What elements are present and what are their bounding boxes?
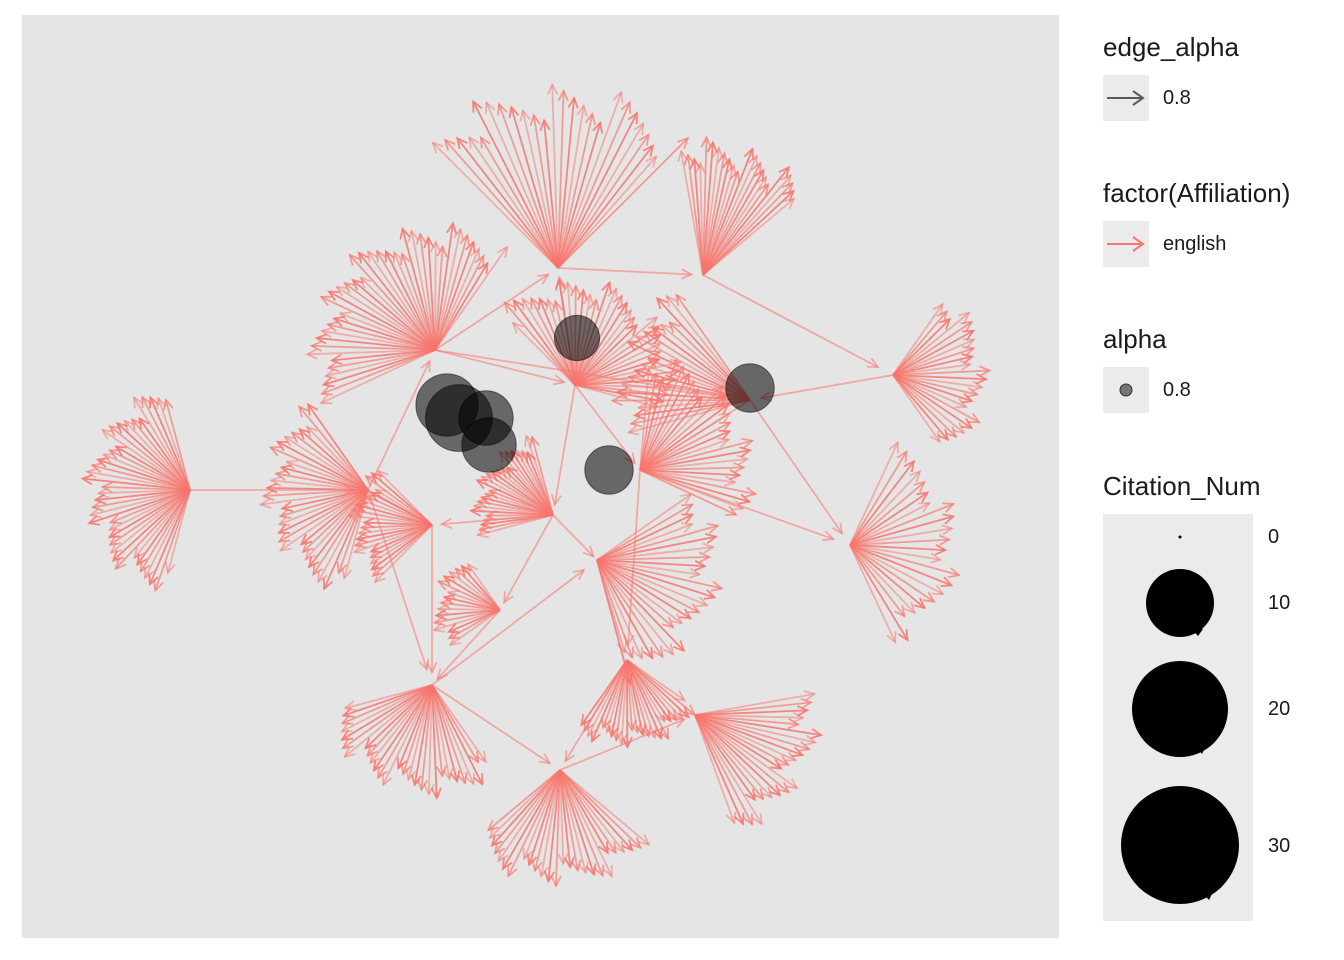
cited-node-n4 — [461, 417, 517, 473]
hub-fan-h14 — [580, 659, 697, 750]
hub-fan-h16 — [694, 690, 824, 827]
legend-title-citation: Citation_Num — [1103, 471, 1261, 501]
legend-title-edge-alpha: edge_alpha — [1103, 32, 1239, 62]
edge-h10-h18 — [503, 514, 554, 605]
size-key-circles — [1121, 535, 1239, 904]
arrow-icon — [1107, 236, 1145, 252]
hub-fan-h3 — [431, 82, 690, 269]
hub-fan-h1 — [80, 395, 191, 593]
hub-fan-h10 — [468, 433, 554, 539]
point-icon — [1119, 383, 1133, 397]
legend-label-affiliation: english — [1163, 233, 1227, 255]
hub-fan-h2 — [305, 221, 509, 405]
size-key-0 — [1178, 535, 1182, 539]
citation-label-20: 20 — [1268, 698, 1291, 720]
cited-nodes — [415, 314, 775, 495]
hub-fan-h13 — [340, 684, 487, 801]
edge-h9-h13 — [426, 525, 438, 675]
cited-node-n5 — [553, 314, 601, 362]
edge-h6-h13 — [367, 489, 430, 672]
legend-title-affiliation: factor(Affiliation) — [1103, 178, 1291, 208]
size-key-20 — [1132, 661, 1228, 757]
edge-h13-h15 — [431, 684, 552, 765]
citation-label-10: 10 — [1268, 592, 1291, 614]
legend-key-citation — [1103, 514, 1253, 921]
legend-key-affiliation — [1103, 221, 1149, 267]
edge-h5-h17 — [759, 374, 894, 402]
cited-node-n6 — [725, 363, 775, 413]
edge-h18-h13 — [436, 609, 501, 681]
edge-h13-h11 — [431, 568, 586, 686]
size-key-10 — [1146, 569, 1214, 637]
hub-fan-h4 — [677, 135, 796, 276]
hub-fan-h11 — [596, 493, 724, 686]
edge-h4-h5 — [702, 274, 880, 368]
legend-key-edge-alpha — [1103, 75, 1149, 121]
citation-label-30: 30 — [1268, 835, 1291, 857]
legend-label-alpha: 0.8 — [1163, 379, 1191, 401]
network-graph — [80, 82, 992, 888]
size-key-30 — [1121, 786, 1239, 904]
edge-h3-h4 — [557, 267, 694, 280]
hub-fan-h6 — [258, 402, 369, 591]
hub-fan-h15 — [486, 769, 651, 888]
hub-fan-h9 — [346, 469, 433, 584]
cited-node-n7 — [584, 445, 634, 495]
arrow-icon — [1107, 90, 1145, 106]
edge-h2-h7 — [434, 349, 566, 386]
hub-fan-h5 — [892, 302, 992, 444]
edge-h2-h3 — [434, 273, 550, 351]
edge-h17-h8 — [749, 399, 844, 536]
legend-label-edge-alpha: 0.8 — [1163, 87, 1191, 109]
edge-h10-h11 — [552, 514, 595, 558]
legend-title-alpha: alpha — [1103, 324, 1167, 354]
network-plot-panel — [22, 15, 1059, 938]
hub-fan-h18 — [432, 562, 501, 646]
hub-fan-h8 — [849, 440, 961, 645]
edge-h6-h2 — [367, 359, 431, 491]
legend-key-alpha — [1103, 367, 1149, 413]
citation-label-0: 0 — [1268, 526, 1280, 548]
edge-h7-h10 — [550, 384, 576, 507]
